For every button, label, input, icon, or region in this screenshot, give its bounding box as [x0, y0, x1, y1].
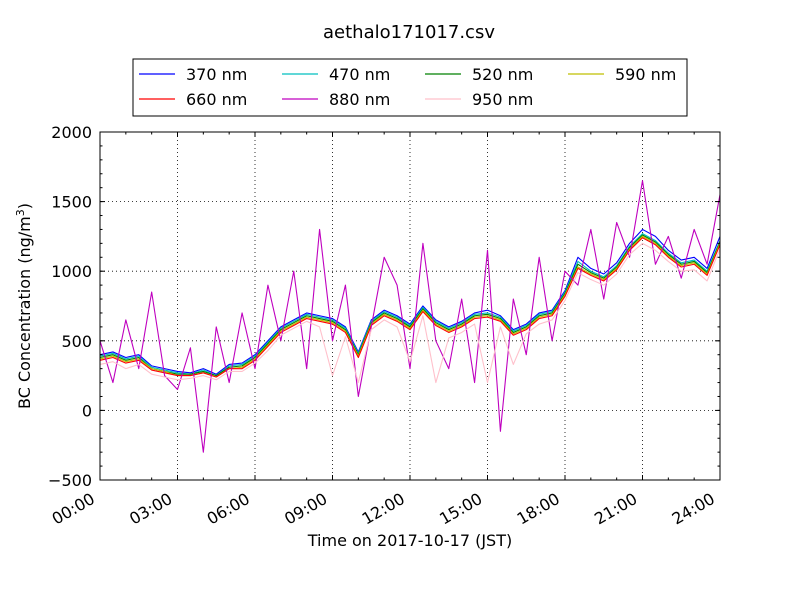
x-axis-label: Time on 2017-10-17 (JST) — [307, 531, 512, 550]
legend-label-0: 370 nm — [186, 65, 247, 84]
series-line-6 — [99, 242, 721, 384]
legend-label-1: 470 nm — [329, 65, 390, 84]
plot-area — [99, 131, 721, 481]
y-tick-labels: 2000 1500 1000 500 0 −500 — [48, 123, 92, 490]
series-line-4 — [99, 237, 721, 378]
grid — [100, 132, 720, 480]
series-line-5 — [99, 180, 721, 453]
series-line-1 — [99, 233, 721, 377]
series-line-0 — [99, 228, 721, 375]
y-axis-label-end: ) — [15, 203, 34, 209]
chart-title: aethalo171017.csv — [323, 22, 495, 43]
y-axis-label-main: BC Concentration (ng/m — [15, 216, 34, 409]
legend: 370 nm 470 nm 520 nm 590 nm 660 nm 880 nm 950 … — [132, 58, 688, 117]
y-tick-label: 1000 — [51, 262, 92, 281]
legend-label-6: 950 nm — [472, 90, 533, 109]
ticks — [99, 131, 721, 481]
legend-label-2: 520 nm — [472, 65, 533, 84]
y-axis-label: BC Concentration (ng/m3) — [14, 203, 34, 409]
legend-label-3: 590 nm — [615, 65, 676, 84]
legend-label-5: 880 nm — [329, 90, 390, 109]
plot-background — [100, 132, 720, 480]
y-tick-label: 0 — [82, 401, 92, 420]
y-tick-label: 2000 — [51, 123, 92, 142]
series-layer — [99, 180, 721, 453]
y-axis-label-sup: 3 — [14, 209, 27, 216]
y-tick-label: 1500 — [51, 193, 92, 212]
y-tick-label: −500 — [48, 471, 92, 490]
series-line-2 — [99, 234, 721, 377]
legend-box — [132, 58, 688, 117]
y-tick-label: 500 — [61, 332, 92, 351]
legend-label-4: 660 nm — [186, 90, 247, 109]
